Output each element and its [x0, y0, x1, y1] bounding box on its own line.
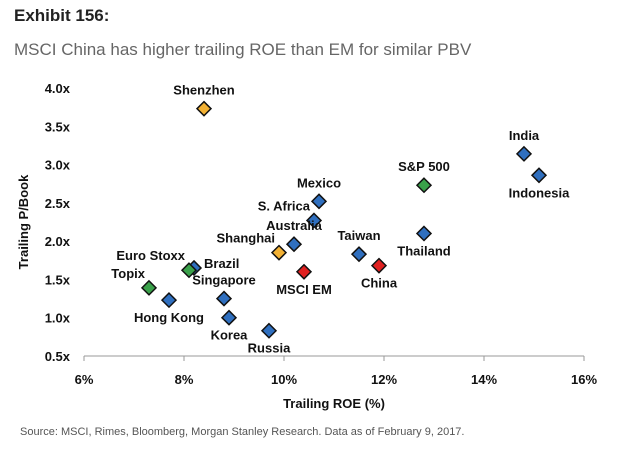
point-australia	[285, 236, 303, 253]
point-s-africa	[305, 212, 323, 229]
point-shanghai	[270, 244, 288, 261]
point-label-india: India	[509, 128, 540, 143]
point-label-s-africa: S. Africa	[258, 198, 311, 213]
point-thailand	[415, 225, 433, 242]
source-note: Source: MSCI, Rimes, Bloomberg, Morgan S…	[20, 426, 465, 438]
x-tick-label: 16%	[571, 372, 597, 387]
point-russia	[260, 322, 278, 339]
chart-points: Shenzhen India Indonesia S&P 500 Mexico S. Af…	[111, 83, 570, 356]
y-tick-label: 1.5x	[45, 272, 71, 287]
y-tick-label: 2.5x	[45, 196, 71, 211]
y-tick-label: 3.0x	[45, 158, 71, 173]
point-label-china: China	[361, 276, 398, 291]
point-label-mexico: Mexico	[297, 175, 341, 190]
x-axis-title: Trailing ROE (%)	[283, 396, 385, 411]
point-label-thailand: Thailand	[397, 243, 451, 258]
point-label-indonesia: Indonesia	[509, 185, 570, 200]
point-mexico	[310, 193, 328, 210]
point-s-p-500	[415, 177, 433, 194]
point-topix	[140, 279, 158, 296]
y-tick-label: 4.0x	[45, 81, 71, 96]
point-label-korea: Korea	[211, 328, 249, 343]
point-msci-em	[295, 263, 313, 280]
x-tick-label: 14%	[471, 372, 497, 387]
y-axis-title: Trailing P/Book	[16, 174, 31, 269]
x-tick-label: 8%	[175, 372, 194, 387]
point-indonesia	[530, 167, 548, 184]
point-singapore	[215, 290, 233, 307]
point-india	[515, 145, 533, 162]
point-label-australia: Australia	[266, 218, 322, 233]
point-label-hong-kong: Hong Kong	[134, 310, 204, 325]
chart-axes: 0.5x 1.0x 1.5x 2.0x 2.5x 3.0x 3.5x 4.0x 6% 8% 10% 1…	[45, 81, 598, 387]
point-label-taiwan: Taiwan	[337, 228, 380, 243]
point-euro-stoxx	[180, 262, 198, 279]
point-label-shenzhen: Shenzhen	[173, 83, 234, 98]
point-label-brazil: Brazil	[204, 256, 239, 271]
point-label-s-p-500: S&P 500	[398, 159, 450, 174]
point-label-shanghai: Shanghai	[216, 231, 275, 246]
point-shenzhen	[195, 100, 213, 117]
chart-subtitle: MSCI China has higher trailing ROE than …	[14, 40, 472, 59]
y-tick-label: 0.5x	[45, 349, 71, 364]
y-tick-label: 1.0x	[45, 311, 71, 326]
point-taiwan	[350, 246, 368, 263]
x-tick-label: 12%	[371, 372, 397, 387]
y-tick-label: 2.0x	[45, 234, 71, 249]
x-tick-label: 6%	[75, 372, 94, 387]
point-label-euro-stoxx: Euro Stoxx	[116, 248, 185, 263]
point-korea	[220, 309, 238, 326]
point-label-russia: Russia	[248, 341, 291, 356]
point-label-msci-em: MSCI EM	[276, 282, 332, 297]
point-hong-kong	[160, 292, 178, 309]
exhibit-label: Exhibit 156:	[14, 6, 110, 25]
point-label-topix: Topix	[111, 266, 145, 281]
y-tick-label: 3.5x	[45, 119, 71, 134]
x-tick-label: 10%	[271, 372, 297, 387]
point-china	[370, 257, 388, 274]
point-label-singapore: Singapore	[192, 273, 256, 288]
